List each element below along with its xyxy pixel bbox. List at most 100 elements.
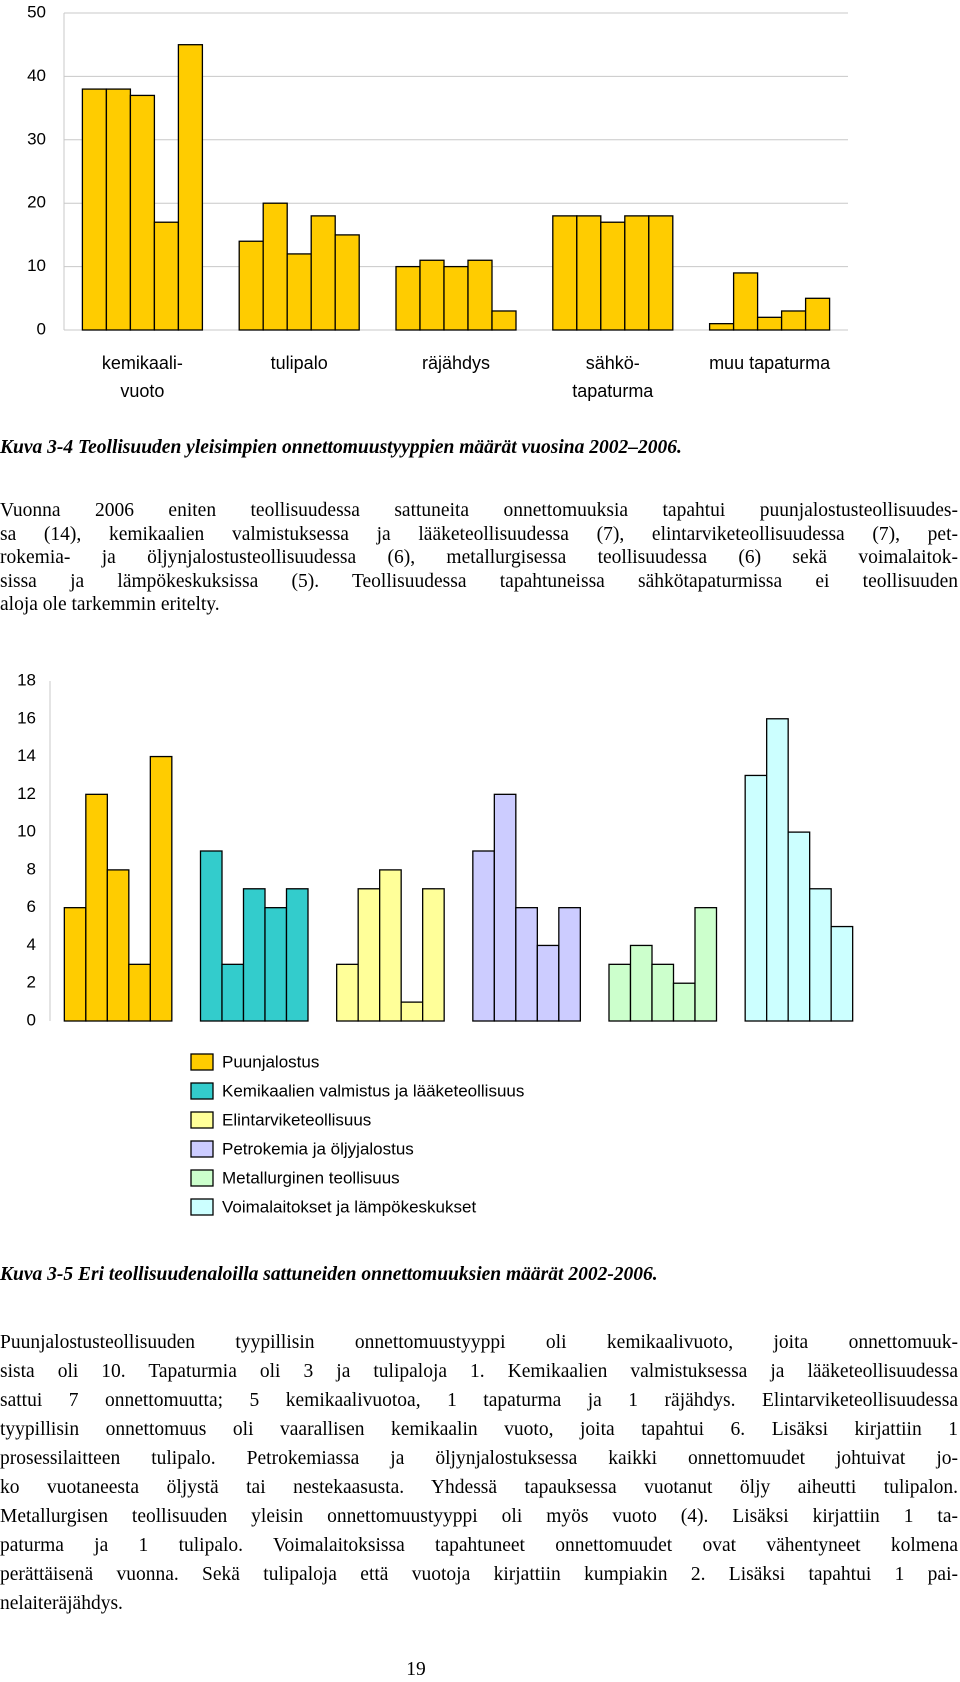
bar	[105, 88, 132, 331]
y-tick-label: 0	[37, 319, 46, 338]
x-tick-label: muu tapaturma	[709, 353, 831, 373]
paragraph-line: tyypillisin onnettomuus oli vaarallisen …	[0, 1419, 958, 1440]
paragraph-line: sa (14), kemikaalien valmistuksessa ja l…	[0, 523, 958, 545]
y-tick-label: 10	[27, 256, 46, 275]
paragraph-line: sissa ja lämpökeskuksissa (5). Teollisuu…	[0, 570, 958, 592]
paragraph-line: Vuonna 2006 eniten teollisuudessa sattun…	[0, 500, 958, 521]
bar	[787, 831, 811, 1022]
bar	[600, 221, 626, 331]
y-tick-label: 50	[27, 2, 46, 21]
y-tick-label: 12	[17, 784, 36, 803]
bar	[672, 982, 696, 1022]
y-tick-label: 14	[17, 746, 36, 765]
bar	[379, 869, 402, 1022]
bar	[576, 215, 602, 331]
bar	[153, 221, 180, 331]
y-tick-label: 30	[27, 129, 46, 148]
figure-caption: Kuva 3-5 Eri teollisuudenaloilla sattune…	[0, 1264, 658, 1285]
bar	[400, 1001, 424, 1022]
bar	[199, 850, 223, 1022]
bar	[63, 907, 87, 1022]
bar	[85, 793, 108, 1022]
bar	[262, 202, 288, 331]
bar	[624, 215, 650, 331]
bar	[493, 793, 517, 1022]
bar	[629, 944, 653, 1022]
y-tick-label: 6	[27, 897, 36, 916]
bar	[149, 755, 173, 1022]
paragraph-line: ko vuotaneesta öljystä tai nestekaasusta…	[0, 1477, 958, 1498]
paragraph-line: Puunjalostusteollisuuden tyypillisin onn…	[0, 1332, 958, 1353]
bar	[648, 215, 674, 331]
legend-label: Puunjalostus	[222, 1052, 319, 1071]
page-number: 19	[406, 1659, 426, 1680]
y-tick-label: 2	[27, 973, 36, 992]
bar	[286, 253, 312, 331]
legend-swatch	[190, 1053, 214, 1071]
bar	[780, 310, 807, 331]
bar	[310, 215, 336, 331]
x-tick-label: tulipalo	[270, 353, 328, 373]
bar	[395, 265, 421, 331]
bar	[443, 265, 469, 331]
bar	[221, 963, 245, 1022]
bar	[708, 323, 735, 331]
bar	[472, 850, 495, 1022]
bar	[651, 963, 675, 1022]
legend-swatch	[190, 1111, 214, 1129]
x-tick-label: kemikaali- vuoto	[101, 353, 183, 401]
legend-swatch	[190, 1140, 214, 1158]
paragraph-line: Metallurgisen teollisuuden yleisin onnet…	[0, 1506, 958, 1527]
bar	[608, 963, 632, 1022]
legend-label: Kemikaalien valmistus ja lääketeollisuus	[222, 1081, 524, 1100]
y-tick-label: 8	[27, 859, 36, 878]
bar	[809, 888, 832, 1022]
bar	[419, 259, 445, 331]
bar	[106, 869, 130, 1022]
y-tick-label: 4	[27, 935, 36, 954]
bar	[732, 272, 759, 331]
paragraph-line: paturma ja 1 tulipalo. Voimalaitoksissa …	[0, 1535, 958, 1556]
bar	[804, 297, 831, 331]
x-tick-label: räjähdys	[421, 353, 491, 373]
legend-label: Elintarviketeollisuus	[222, 1110, 371, 1129]
legend-label: Voimalaitokset ja lämpökeskukset	[222, 1197, 476, 1216]
bar	[744, 774, 768, 1022]
bar	[128, 963, 151, 1022]
paragraph-line: sista oli 10. Tapaturmia oli 3 ja tulipa…	[0, 1361, 958, 1382]
y-tick-label: 40	[27, 66, 46, 85]
bar	[334, 234, 360, 331]
bar	[242, 888, 266, 1022]
paragraph-line: aloja ole tarkemmin eritelty.	[0, 594, 220, 616]
bar	[177, 44, 204, 331]
bar	[552, 215, 578, 331]
bar	[491, 310, 517, 331]
bar	[129, 94, 156, 331]
paragraph-line: nelaiteräjähdys.	[0, 1593, 123, 1614]
bar	[536, 944, 560, 1022]
bar	[336, 963, 359, 1022]
legend-label: Metallurginen teollisuus	[222, 1168, 400, 1187]
bar	[756, 316, 783, 331]
paragraph-line: prosessilaitteen tulipalo. Petrokemiassa…	[0, 1448, 958, 1469]
y-tick-label: 0	[27, 1010, 36, 1029]
legend-swatch	[190, 1082, 214, 1100]
y-tick-label: 18	[17, 670, 36, 689]
legend-swatch	[190, 1198, 214, 1216]
bar	[357, 888, 381, 1022]
bar	[81, 88, 108, 331]
paragraph-line: sattui 7 onnettomuutta; 5 kemikaalivuoto…	[0, 1390, 958, 1411]
bar	[515, 907, 538, 1022]
paragraph-line: rokemia- ja öljynjalostusteollisuudessa …	[0, 547, 958, 569]
y-tick-label: 16	[17, 708, 36, 727]
legend-label: Petrokemia ja öljyjalostus	[222, 1139, 414, 1158]
bar	[694, 907, 718, 1022]
bar	[422, 888, 445, 1022]
figure-caption: Kuva 3-4 Teollisuuden yleisimpien onnett…	[0, 437, 682, 458]
y-tick-label: 10	[17, 822, 36, 841]
bar	[830, 925, 854, 1022]
bar	[238, 240, 264, 331]
bar	[264, 907, 288, 1022]
